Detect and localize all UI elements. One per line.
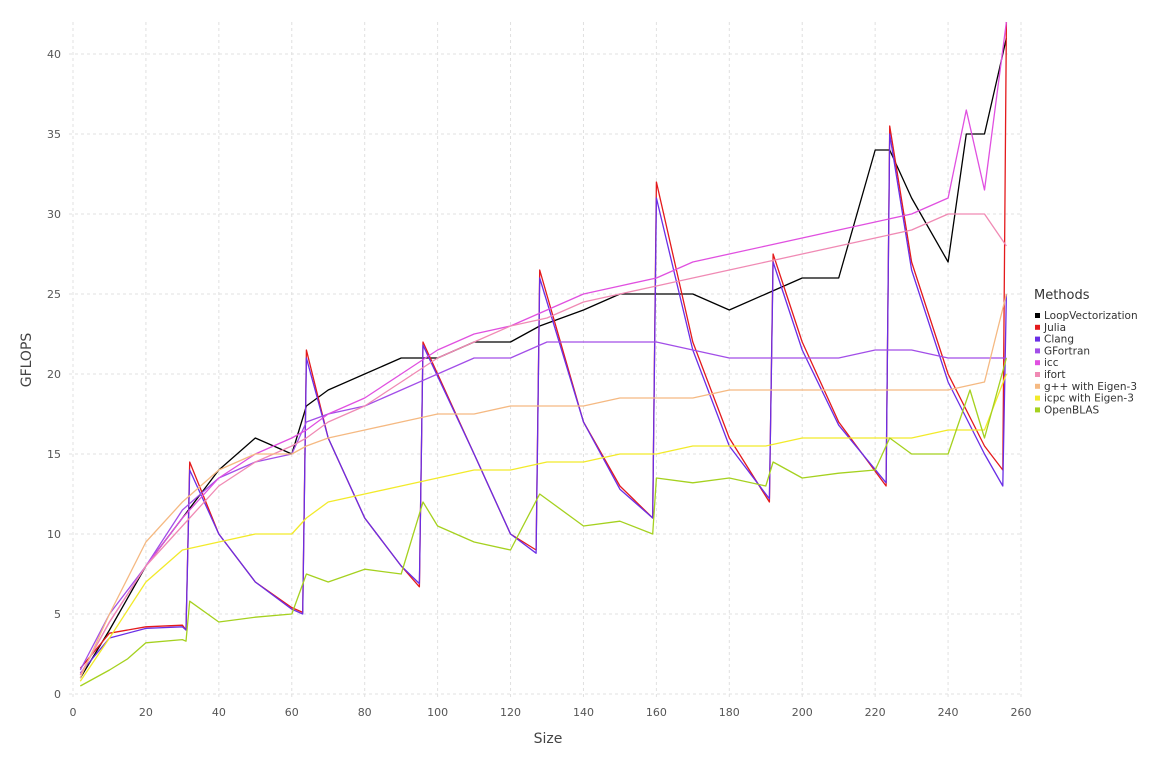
series-line-loopvectorization xyxy=(79,37,1008,679)
y-tick-label: 15 xyxy=(47,448,61,461)
legend-label: icc xyxy=(1044,357,1059,369)
series-line-icc xyxy=(79,21,1008,676)
legend-swatch xyxy=(1035,360,1040,366)
x-axis-ticks: 0 20 40 60 80 100 120 140 160 180 200 220 240 260 xyxy=(70,706,1032,719)
x-tick-label: 220 xyxy=(865,706,886,719)
x-axis-title: Size xyxy=(534,731,563,747)
x-tick-label: 80 xyxy=(358,706,372,719)
legend-swatch xyxy=(1035,395,1040,401)
y-axis-title: GFLOPS xyxy=(19,333,35,388)
x-tick-label: 140 xyxy=(573,706,594,719)
y-tick-label: 25 xyxy=(47,288,61,301)
legend-swatch xyxy=(1035,383,1040,389)
y-tick-label: 10 xyxy=(47,528,61,541)
legend-label: Clang xyxy=(1044,334,1074,346)
y-tick-label: 30 xyxy=(47,208,61,221)
series-line-clang xyxy=(79,133,1008,674)
x-tick-label: 60 xyxy=(285,706,299,719)
x-tick-label: 160 xyxy=(646,706,667,719)
x-tick-label: 120 xyxy=(500,706,521,719)
legend-label: LoopVectorization xyxy=(1044,310,1138,322)
grid xyxy=(69,22,1022,698)
x-tick-label: 100 xyxy=(427,706,448,719)
legend-items: LoopVectorizationJuliaClangGFortraniccif… xyxy=(1035,310,1138,416)
series-line-g-with-eigen-3 xyxy=(79,293,1008,679)
x-tick-label: 0 xyxy=(70,706,77,719)
legend: Methods LoopVectorizationJuliaClangGFort… xyxy=(1034,288,1138,416)
legend-swatch xyxy=(1035,336,1040,342)
legend-label: g++ with Eigen-3 xyxy=(1044,381,1137,393)
series-line-gfortran xyxy=(79,341,1007,671)
x-tick-label: 240 xyxy=(938,706,959,719)
series-lines xyxy=(79,21,1008,687)
x-tick-label: 40 xyxy=(212,706,226,719)
y-tick-label: 5 xyxy=(54,608,61,621)
legend-swatch xyxy=(1035,324,1040,330)
legend-label: GFortran xyxy=(1044,345,1090,357)
legend-swatch xyxy=(1035,407,1040,413)
legend-label: OpenBLAS xyxy=(1044,404,1100,416)
x-tick-label: 260 xyxy=(1011,706,1032,719)
series-line-icpc-with-eigen-3 xyxy=(79,373,1008,682)
legend-swatch xyxy=(1035,313,1040,318)
legend-swatch xyxy=(1035,372,1040,377)
y-tick-label: 40 xyxy=(47,48,61,61)
legend-title: Methods xyxy=(1034,288,1090,303)
legend-label: ifort xyxy=(1044,369,1065,381)
x-tick-label: 20 xyxy=(139,706,153,719)
y-tick-label: 0 xyxy=(54,688,61,701)
x-tick-label: 200 xyxy=(792,706,813,719)
series-line-openblas xyxy=(79,357,1008,687)
legend-label: Julia xyxy=(1043,322,1066,334)
series-line-ifort xyxy=(79,213,1007,676)
legend-swatch xyxy=(1035,348,1040,354)
legend-label: icpc with Eigen-3 xyxy=(1044,393,1134,405)
y-tick-label: 35 xyxy=(47,128,61,141)
x-tick-label: 180 xyxy=(719,706,740,719)
y-tick-label: 20 xyxy=(47,368,61,381)
y-axis-ticks: 0 5 10 15 20 25 30 35 40 xyxy=(47,48,61,701)
